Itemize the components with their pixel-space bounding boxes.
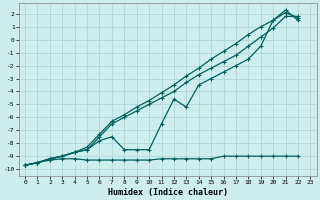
X-axis label: Humidex (Indice chaleur): Humidex (Indice chaleur) bbox=[108, 188, 228, 197]
